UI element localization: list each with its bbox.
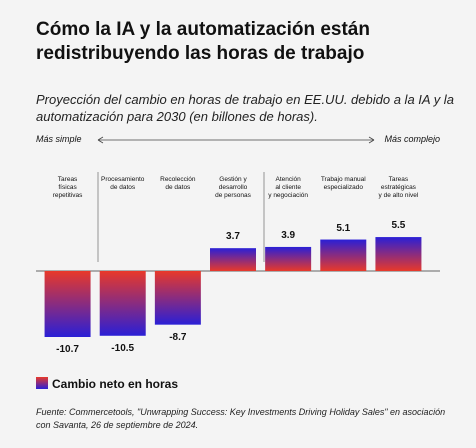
chart-subtitle: Proyección del cambio en horas de trabaj… <box>36 92 454 124</box>
category-label: Recolección de datos <box>160 176 196 191</box>
value-label: 5.5 <box>391 220 406 232</box>
bar <box>375 237 422 271</box>
value-label: 5.1 <box>336 222 351 234</box>
bar <box>320 239 367 271</box>
bar <box>99 271 146 336</box>
category-label: Tareas estratégicas y de alto nivel <box>378 176 419 199</box>
bar <box>44 271 91 337</box>
category-label: Procesamiento de datos <box>101 176 145 191</box>
value-label: -10.7 <box>56 344 79 355</box>
bar <box>210 248 256 271</box>
value-label: 3.9 <box>281 229 296 241</box>
bar <box>154 271 201 325</box>
chart-title: Cómo la IA y la automatización están red… <box>36 19 370 64</box>
value-label: -8.7 <box>169 331 187 343</box>
category-label: Atención al cliente y negociación <box>268 176 309 199</box>
source-note: Fuente: Commercetools, "Unwrapping Succe… <box>36 407 446 430</box>
axis-right-label: Más complejo <box>384 134 440 144</box>
category-label: Tareas físicas repetitivas <box>52 176 83 199</box>
arrow-heads <box>97 136 375 144</box>
value-label: 3.7 <box>226 231 240 243</box>
legend-label: Cambio neto en horas <box>52 377 179 391</box>
axis-left-label: Más simple <box>36 134 82 144</box>
value-label: -10.5 <box>111 342 135 354</box>
bar <box>265 246 312 271</box>
category-label: Trabajo manual especializado <box>320 176 366 191</box>
legend-swatch <box>36 377 48 389</box>
category-label: Gestión y desarrollo de personas <box>215 176 251 199</box>
